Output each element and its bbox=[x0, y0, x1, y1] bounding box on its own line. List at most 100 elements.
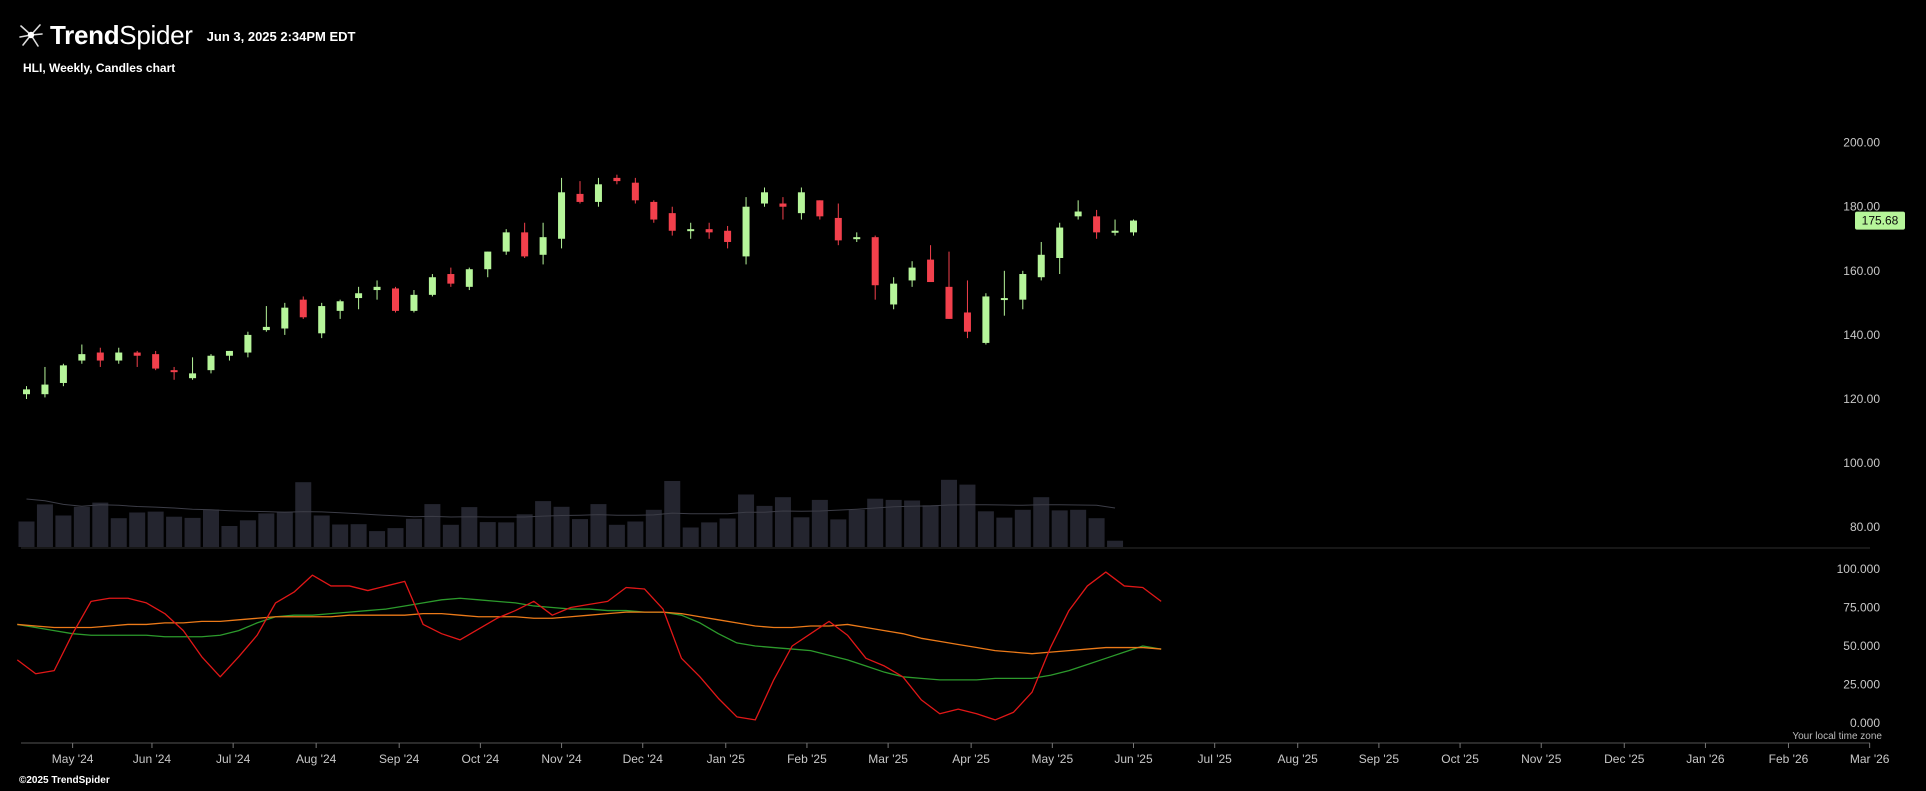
candle-body bbox=[133, 352, 141, 356]
candle-body bbox=[262, 326, 270, 331]
candle bbox=[152, 350, 160, 371]
candle-body bbox=[816, 200, 824, 217]
candle-body bbox=[521, 232, 529, 257]
x-axis-label: Aug '24 bbox=[296, 752, 337, 766]
candle-body bbox=[650, 201, 658, 220]
x-axis-label: May '25 bbox=[1031, 752, 1073, 766]
stoch-axis-label: 0.000 bbox=[1850, 716, 1880, 730]
price-candles[interactable] bbox=[23, 174, 1137, 399]
candle bbox=[41, 366, 49, 398]
x-axis-label: Jan '26 bbox=[1686, 752, 1725, 766]
candle bbox=[834, 203, 842, 246]
candle bbox=[502, 229, 510, 255]
candle-body bbox=[631, 182, 639, 201]
candle bbox=[484, 251, 492, 278]
volume-bar bbox=[738, 494, 755, 547]
volume-bar bbox=[572, 519, 588, 547]
volume-bar bbox=[682, 527, 699, 547]
candle-body bbox=[761, 192, 768, 204]
candle-body bbox=[392, 288, 399, 311]
volume-bar bbox=[295, 482, 312, 547]
candle-body bbox=[225, 350, 233, 356]
candle-body bbox=[484, 251, 492, 270]
candle-body bbox=[96, 352, 104, 361]
timestamp: Jun 3, 2025 2:34PM EDT bbox=[206, 28, 356, 44]
volume-bar bbox=[535, 501, 552, 547]
axes: 200.00 180.00 160.00 140.00 120.00 100.00 80.0… bbox=[52, 136, 1905, 766]
candle-body bbox=[355, 293, 363, 299]
volume-bar bbox=[719, 518, 736, 547]
candle-body bbox=[927, 259, 935, 283]
candle-body bbox=[576, 193, 584, 202]
x-axis-label: Jul '25 bbox=[1198, 752, 1233, 766]
candle bbox=[761, 187, 768, 207]
candle bbox=[428, 274, 436, 297]
volume-bar bbox=[369, 531, 386, 547]
candle-body bbox=[1000, 298, 1008, 301]
x-axis-label: Nov '24 bbox=[541, 752, 582, 766]
candle-body bbox=[982, 296, 990, 343]
candle bbox=[705, 222, 713, 239]
x-axis-label: Feb '26 bbox=[1769, 752, 1809, 766]
volume-bar bbox=[350, 524, 367, 547]
candle-body bbox=[59, 365, 67, 383]
candle-body bbox=[558, 192, 566, 239]
candle bbox=[853, 232, 861, 242]
candle bbox=[336, 299, 344, 319]
candle bbox=[631, 177, 639, 204]
x-axis-label: Sep '25 bbox=[1359, 752, 1400, 766]
candle-body bbox=[23, 389, 30, 395]
candle bbox=[576, 181, 584, 204]
candle bbox=[871, 235, 879, 300]
volume-bar bbox=[553, 506, 570, 547]
candle-body bbox=[189, 373, 197, 379]
x-axis-label: Jan '25 bbox=[707, 752, 746, 766]
volume-bar bbox=[922, 505, 939, 547]
volume-bar bbox=[276, 511, 293, 547]
candle-body bbox=[41, 384, 49, 395]
candle-body bbox=[244, 334, 252, 353]
candle bbox=[465, 267, 473, 291]
candle-body bbox=[207, 355, 215, 371]
stochastic-panel[interactable] bbox=[16, 571, 1162, 721]
x-axis-label: Aug '25 bbox=[1278, 752, 1319, 766]
candle-body bbox=[742, 206, 750, 257]
volume-bar bbox=[92, 502, 109, 547]
volume-bar bbox=[147, 511, 164, 547]
candle bbox=[521, 222, 529, 258]
candle bbox=[1056, 222, 1064, 275]
candle-body bbox=[539, 237, 547, 255]
volume-bar bbox=[387, 528, 404, 547]
candle-body bbox=[594, 184, 602, 202]
x-axis-label: Mar '26 bbox=[1850, 752, 1890, 766]
candle-body bbox=[705, 229, 713, 233]
candle-body bbox=[1111, 230, 1119, 233]
candle-body bbox=[465, 269, 473, 287]
candle-body bbox=[1074, 211, 1082, 217]
x-axis-label: Oct '25 bbox=[1441, 752, 1479, 766]
volume-bar bbox=[830, 519, 847, 547]
candle bbox=[1000, 270, 1008, 316]
volume-bar bbox=[516, 514, 533, 547]
candle-body bbox=[299, 299, 307, 318]
candle-body bbox=[1037, 254, 1045, 278]
candle bbox=[1093, 209, 1101, 239]
candle bbox=[1074, 200, 1082, 220]
candle bbox=[447, 267, 455, 287]
price-axis-label: 80.00 bbox=[1850, 520, 1880, 534]
volume-bar bbox=[203, 509, 219, 547]
volume-bar bbox=[1070, 509, 1087, 547]
x-axis-label: Sep '24 bbox=[379, 752, 420, 766]
candle-body bbox=[945, 286, 953, 319]
volume-bar bbox=[110, 518, 127, 547]
stoch-axis-label: 50.000 bbox=[1843, 639, 1880, 653]
volume-bar bbox=[608, 524, 625, 547]
volume-bar bbox=[959, 484, 976, 547]
candle bbox=[797, 187, 805, 220]
candle bbox=[281, 302, 289, 335]
last-price-badge: 175.68 bbox=[1855, 211, 1905, 230]
x-axis-label: Jul '24 bbox=[216, 752, 251, 766]
price-axis-label: 140.00 bbox=[1843, 328, 1880, 342]
volume-bar bbox=[36, 504, 53, 547]
